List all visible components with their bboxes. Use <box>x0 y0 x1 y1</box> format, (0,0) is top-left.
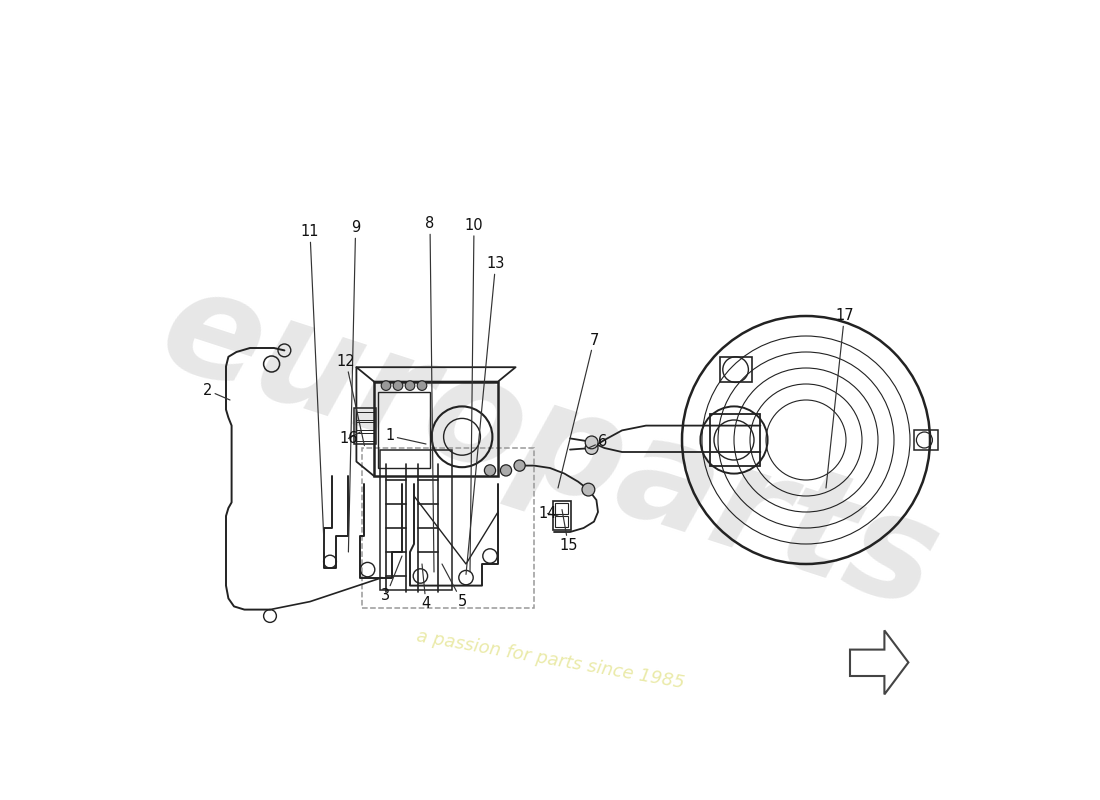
Text: a passion for parts since 1985: a passion for parts since 1985 <box>415 627 685 693</box>
Bar <box>554 503 569 514</box>
Text: 11: 11 <box>300 225 324 552</box>
Text: 3: 3 <box>382 556 402 603</box>
Circle shape <box>514 460 525 471</box>
Circle shape <box>393 381 403 390</box>
Bar <box>356 433 374 441</box>
Text: 12: 12 <box>337 354 364 446</box>
Text: 2: 2 <box>202 383 230 400</box>
Circle shape <box>500 465 512 476</box>
Circle shape <box>585 442 598 454</box>
Text: 9: 9 <box>349 221 360 552</box>
Text: 17: 17 <box>826 309 854 488</box>
Bar <box>354 408 376 444</box>
Bar <box>378 392 430 468</box>
Text: 15: 15 <box>559 510 578 553</box>
Text: 14: 14 <box>538 506 558 521</box>
Text: 7: 7 <box>558 333 598 488</box>
Circle shape <box>417 381 427 390</box>
Circle shape <box>405 381 415 390</box>
Bar <box>710 414 760 466</box>
Bar <box>719 357 751 382</box>
Bar <box>379 450 452 590</box>
Circle shape <box>484 465 496 476</box>
Text: 4: 4 <box>421 564 430 611</box>
Text: 5: 5 <box>442 564 466 609</box>
Text: 8: 8 <box>426 217 434 572</box>
Text: 10: 10 <box>464 218 483 572</box>
Circle shape <box>585 436 598 449</box>
Text: europarts: europarts <box>145 256 955 640</box>
Text: 6: 6 <box>588 434 607 449</box>
Text: 16: 16 <box>339 431 361 446</box>
Bar <box>914 430 938 450</box>
Bar <box>554 516 569 527</box>
Bar <box>553 501 571 530</box>
Bar <box>356 422 374 430</box>
Bar <box>362 448 534 608</box>
Text: 13: 13 <box>466 257 505 574</box>
Circle shape <box>382 381 390 390</box>
Circle shape <box>582 483 595 496</box>
Bar <box>374 382 498 476</box>
Text: 1: 1 <box>385 429 426 444</box>
Bar <box>356 412 374 420</box>
